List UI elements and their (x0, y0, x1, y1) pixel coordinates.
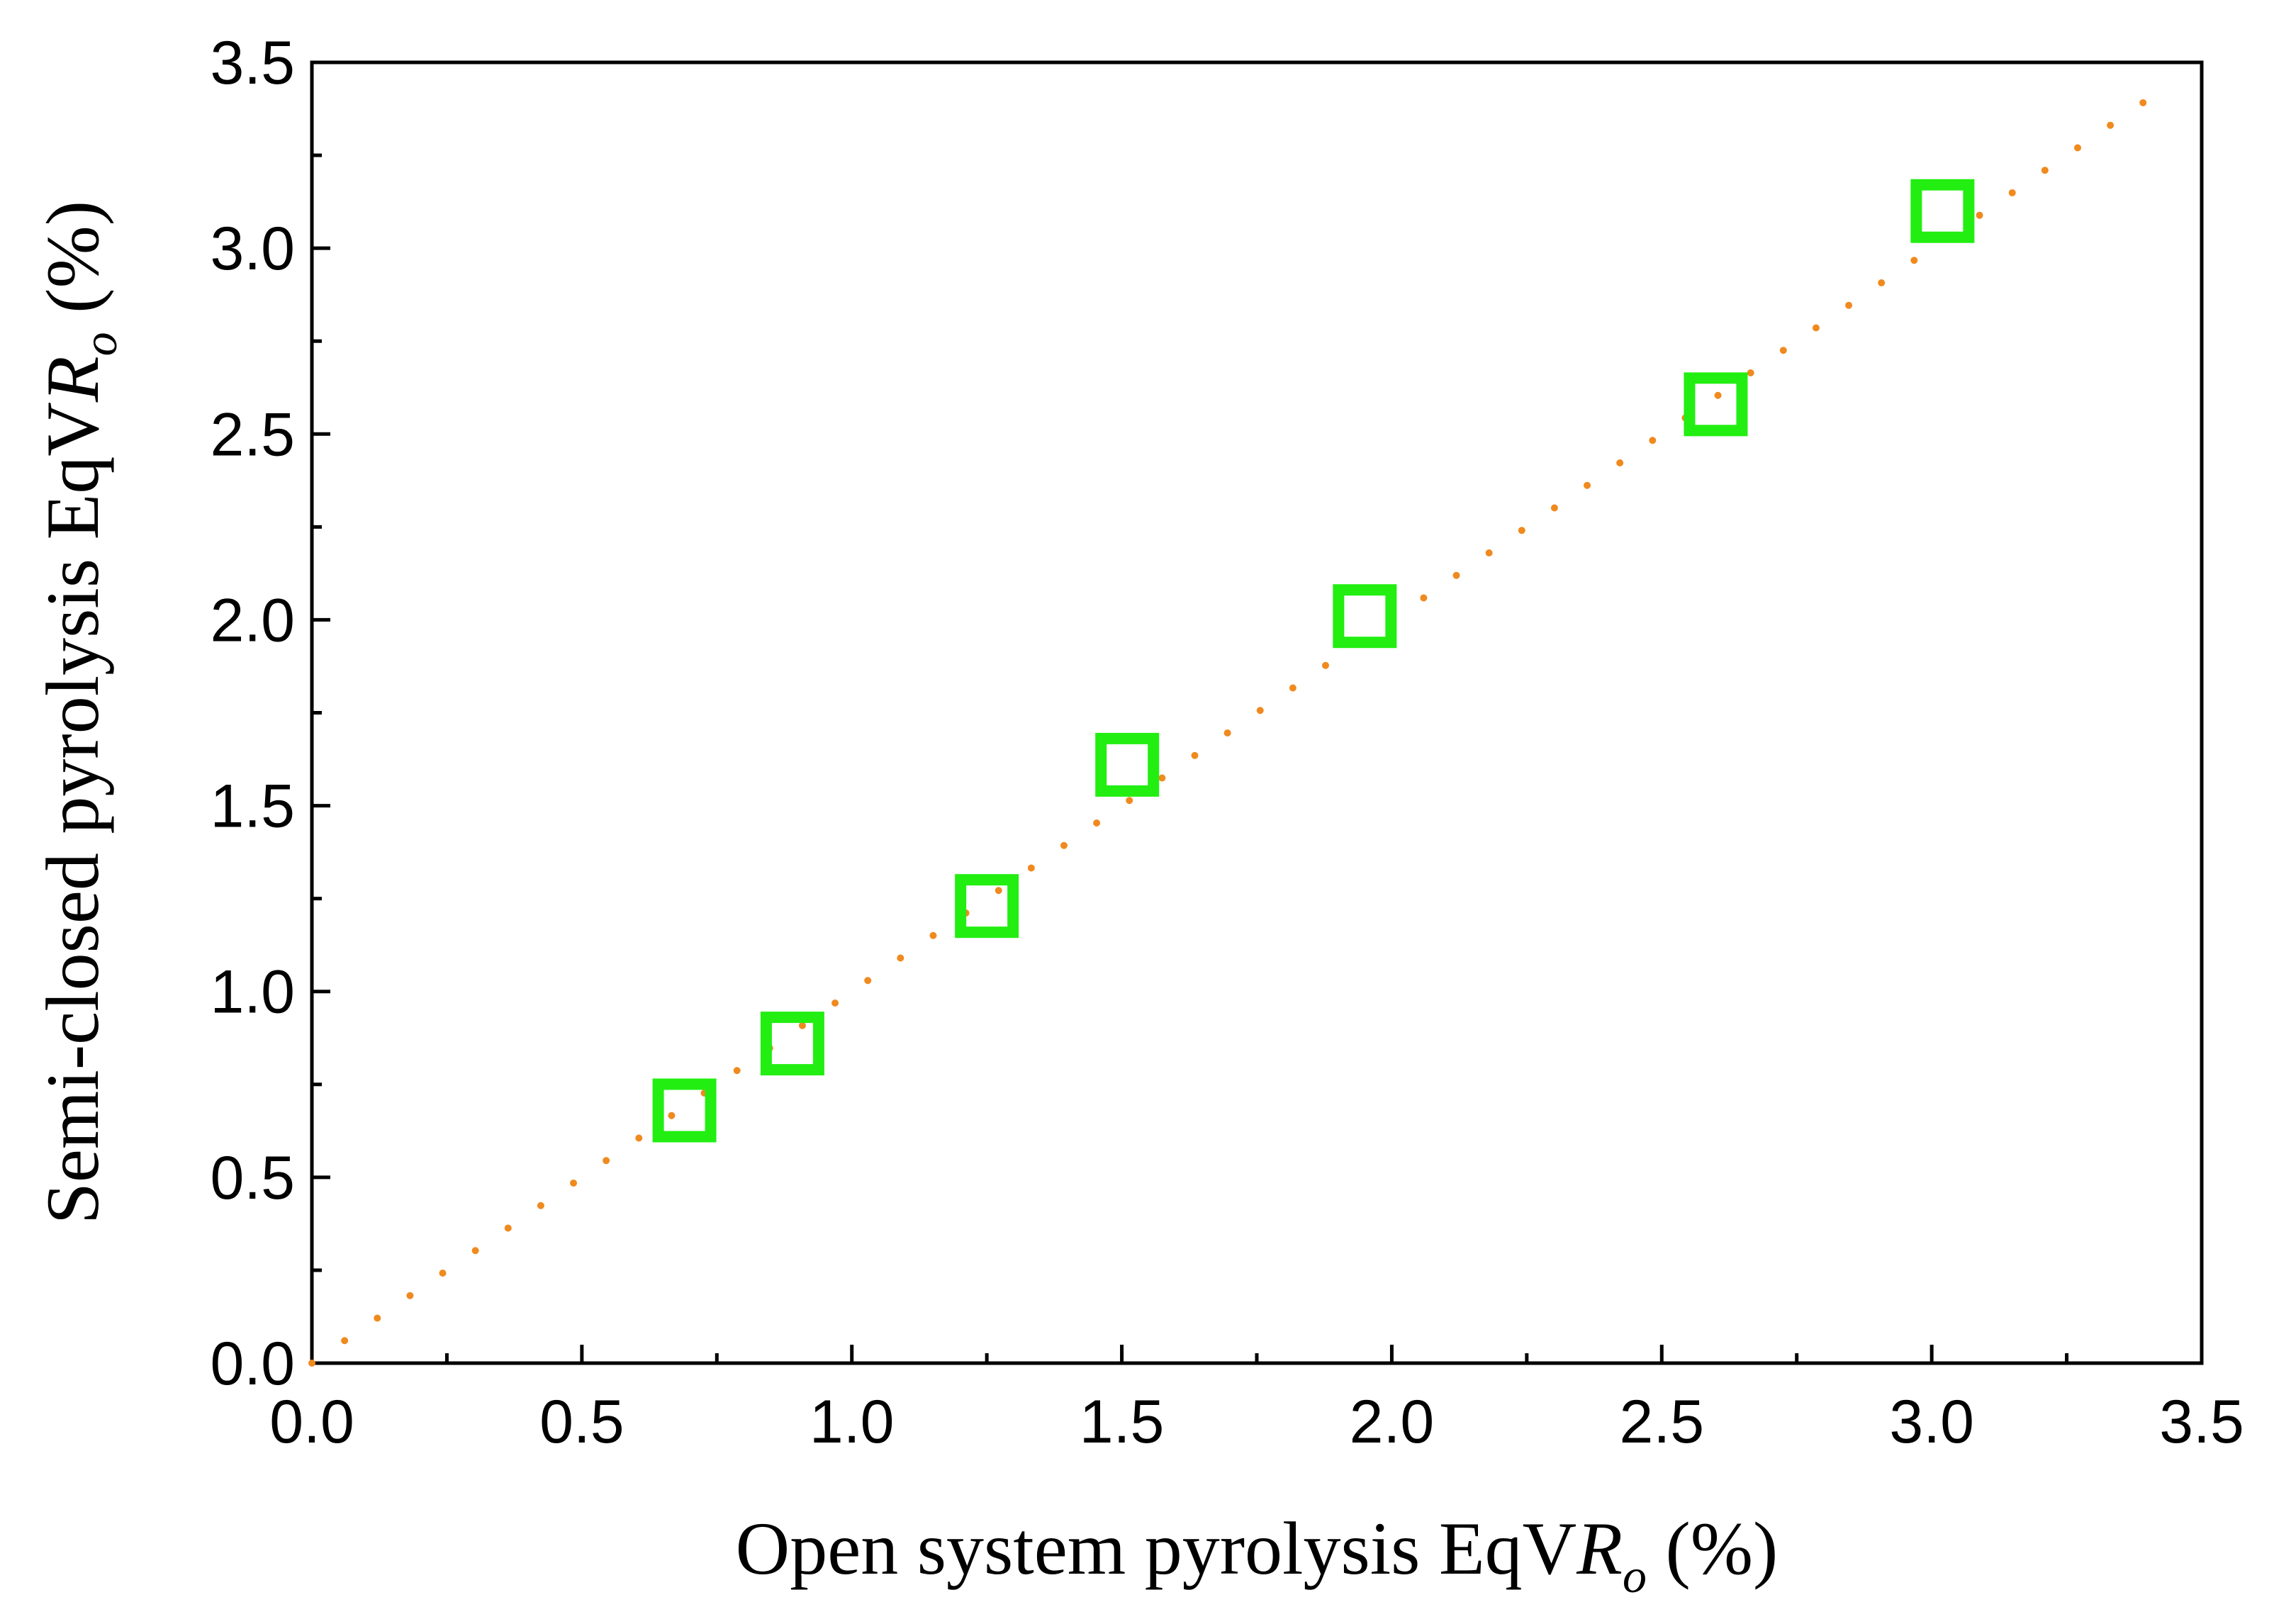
data-point-square (1684, 372, 1748, 437)
y-tick-label: 2.5 (210, 401, 295, 469)
plot-frame (310, 60, 2204, 1365)
y-tick-label: 3.5 (210, 29, 295, 97)
y-tick-label: 1.5 (210, 773, 295, 841)
y-axis-title-symbol: R (31, 356, 114, 403)
x-tick-label: 1.5 (1080, 1388, 1165, 1456)
x-axis-title-suffix: (%) (1647, 1507, 1778, 1590)
x-axis-title-symbol: R (1576, 1507, 1623, 1590)
data-point-square (652, 1078, 717, 1143)
one-to-one-dotted-line (308, 77, 2178, 1367)
x-tick-label: 2.5 (1620, 1388, 1705, 1456)
y-axis-title-suffix: (%) (31, 201, 114, 332)
x-tick-label: 0.5 (539, 1388, 624, 1456)
x-axis-title: Open system pyrolysis EqVRo (%) (736, 1507, 1779, 1603)
data-point-square (1333, 584, 1397, 649)
axis-ticks (310, 60, 2204, 1365)
data-point-square (1910, 179, 1975, 243)
data-point-square (1095, 732, 1160, 797)
x-axis-title-prefix: Open system pyrolysis EqV (736, 1507, 1577, 1590)
y-axis-title: Semi-closed pyrolysis EqVRo (%) (31, 201, 127, 1224)
y-axis-title-subscript: o (73, 332, 127, 356)
x-tick-label: 3.0 (1889, 1388, 1974, 1456)
y-tick-labels: 0.0 0.5 1.0 1.5 2.0 2.5 3.0 3.5 (210, 29, 295, 1398)
y-axis-title-prefix: Semi-closed pyrolysis EqV (31, 402, 114, 1224)
x-tick-label: 1.0 (810, 1388, 895, 1456)
y-tick-label: 2.0 (210, 586, 295, 654)
y-tick-label: 3.0 (210, 215, 295, 283)
series-group (308, 77, 2178, 1367)
x-tick-label: 2.0 (1350, 1388, 1435, 1456)
x-tick-label: 0.0 (269, 1388, 354, 1456)
x-axis-title-subscript: o (1623, 1549, 1647, 1603)
y-tick-label: 0.5 (210, 1144, 295, 1212)
x-tick-label: 3.5 (2159, 1388, 2244, 1456)
data-point-square (955, 874, 1019, 939)
x-tick-labels: 0.0 0.5 1.0 1.5 2.0 2.5 3.0 3.5 (269, 1388, 2244, 1456)
y-tick-label: 0.0 (210, 1330, 295, 1398)
y-tick-label: 1.0 (210, 958, 295, 1026)
data-point-square (760, 1012, 824, 1076)
